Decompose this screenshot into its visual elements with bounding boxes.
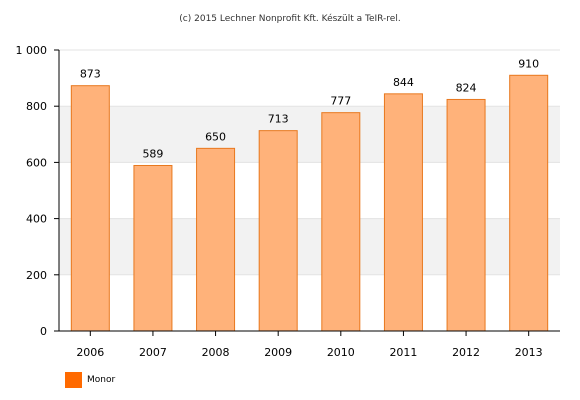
legend[interactable]: Monor <box>65 372 115 388</box>
x-tick-label: 2010 <box>327 346 355 359</box>
y-tick-label: 600 <box>26 156 47 169</box>
x-tick-label: 2009 <box>264 346 292 359</box>
bar <box>383 93 423 332</box>
y-tick-label: 1 000 <box>16 44 48 57</box>
bar-series <box>70 74 549 332</box>
x-tick-label: 2008 <box>202 346 230 359</box>
x-tick-label: 2006 <box>76 346 104 359</box>
labels: 0 200 400 600 800 1 000 873 2006 589 2007 650 2008 7… <box>16 44 543 359</box>
data-label: 910 <box>518 57 539 70</box>
y-tick-label: 0 <box>40 325 47 338</box>
x-tick-label: 2011 <box>389 346 417 359</box>
legend-swatch <box>65 372 82 388</box>
axes <box>54 49 560 336</box>
y-tick-label: 200 <box>26 269 47 282</box>
data-label: 713 <box>268 113 289 126</box>
x-tick-label: 2007 <box>139 346 167 359</box>
data-label: 873 <box>80 68 101 81</box>
data-label: 650 <box>205 130 226 143</box>
data-label: 844 <box>393 76 414 89</box>
y-tick-label: 400 <box>26 213 47 226</box>
bar <box>509 74 549 332</box>
bar <box>133 164 173 332</box>
bar <box>321 112 361 332</box>
x-tick-label: 2012 <box>452 346 480 359</box>
bar <box>258 130 298 332</box>
data-label: 777 <box>330 95 351 108</box>
chart-credit: (c) 2015 Lechner Nonprofit Kft. Készült … <box>179 14 401 24</box>
bar <box>446 98 486 332</box>
data-label: 824 <box>456 81 477 94</box>
bar <box>196 147 236 332</box>
x-tick-label: 2013 <box>515 346 543 359</box>
bar <box>70 85 110 332</box>
legend-label: Monor <box>87 375 116 385</box>
data-label: 589 <box>142 147 163 160</box>
y-tick-label: 800 <box>26 100 47 113</box>
